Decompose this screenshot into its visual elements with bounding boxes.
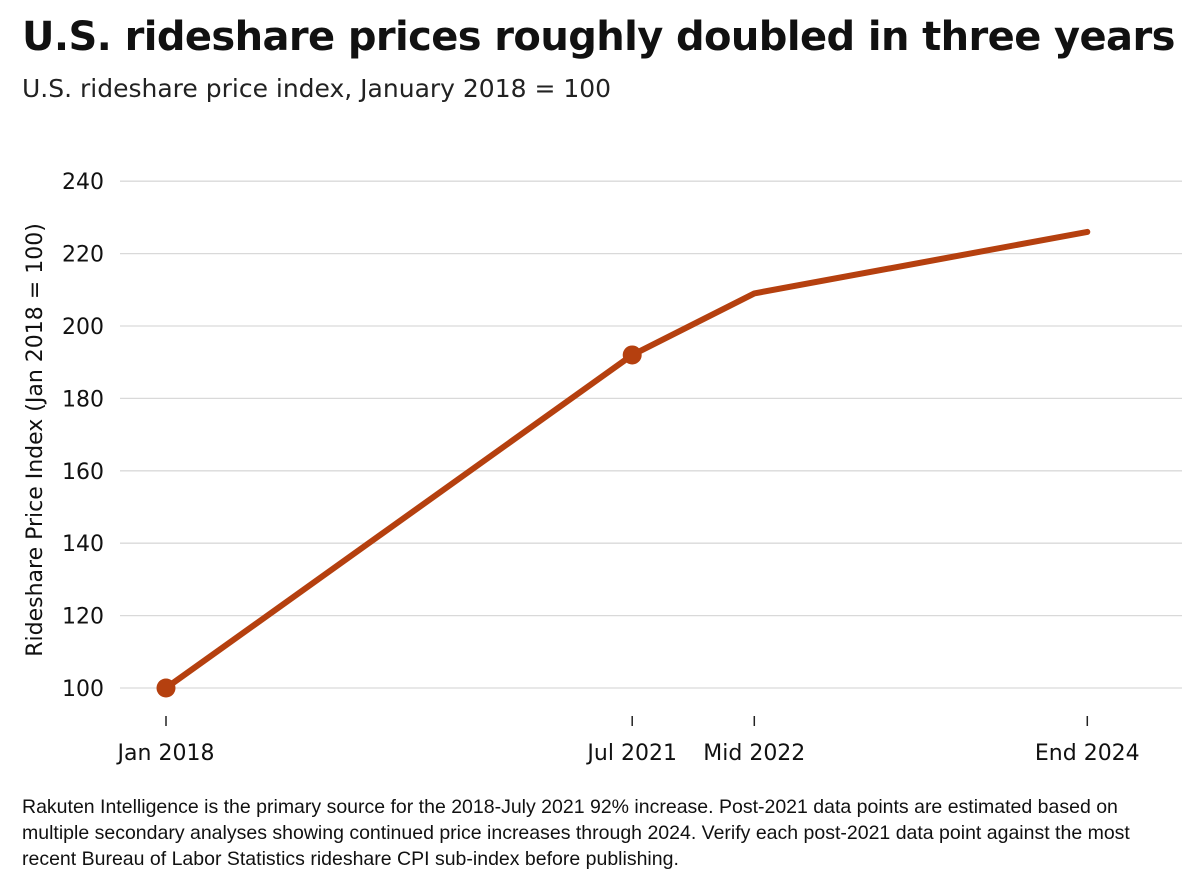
y-tick-label-160: 160 bbox=[62, 460, 104, 485]
x-tick-label-0: Jan 2018 bbox=[116, 741, 215, 766]
y-axis-ticks: 100 120 140 160 180 200 220 240 bbox=[62, 170, 104, 702]
series-line bbox=[163, 228, 1091, 691]
chart-subtitle: U.S. rideshare price index, January 2018… bbox=[22, 74, 612, 103]
y-tick-label-220: 220 bbox=[62, 243, 104, 268]
x-tick-label-3: End 2024 bbox=[1035, 741, 1140, 766]
y-tick-label-140: 140 bbox=[62, 532, 104, 557]
y-tick-label-100: 100 bbox=[62, 677, 104, 702]
gridlines bbox=[120, 180, 1182, 689]
footnote: Rakuten Intelligence is the primary sour… bbox=[22, 796, 1130, 870]
y-tick-label-240: 240 bbox=[62, 170, 104, 195]
series-layer bbox=[156, 228, 1091, 698]
y-axis-label: Rideshare Price Index (Jan 2018 = 100) bbox=[23, 223, 48, 657]
y-tick-label-180: 180 bbox=[62, 387, 104, 412]
x-tick-label-2: Mid 2022 bbox=[703, 741, 805, 766]
chart-title: U.S. rideshare prices roughly doubled in… bbox=[22, 14, 1175, 60]
y-tick-label-120: 120 bbox=[62, 605, 104, 630]
x-tick-label-1: Jul 2021 bbox=[585, 741, 677, 766]
data-point-0 bbox=[156, 678, 176, 698]
data-point-1 bbox=[622, 345, 642, 365]
x-axis-ticks: Jan 2018 Jul 2021 Mid 2022 End 2024 bbox=[116, 716, 1140, 766]
y-tick-label-200: 200 bbox=[62, 315, 104, 340]
